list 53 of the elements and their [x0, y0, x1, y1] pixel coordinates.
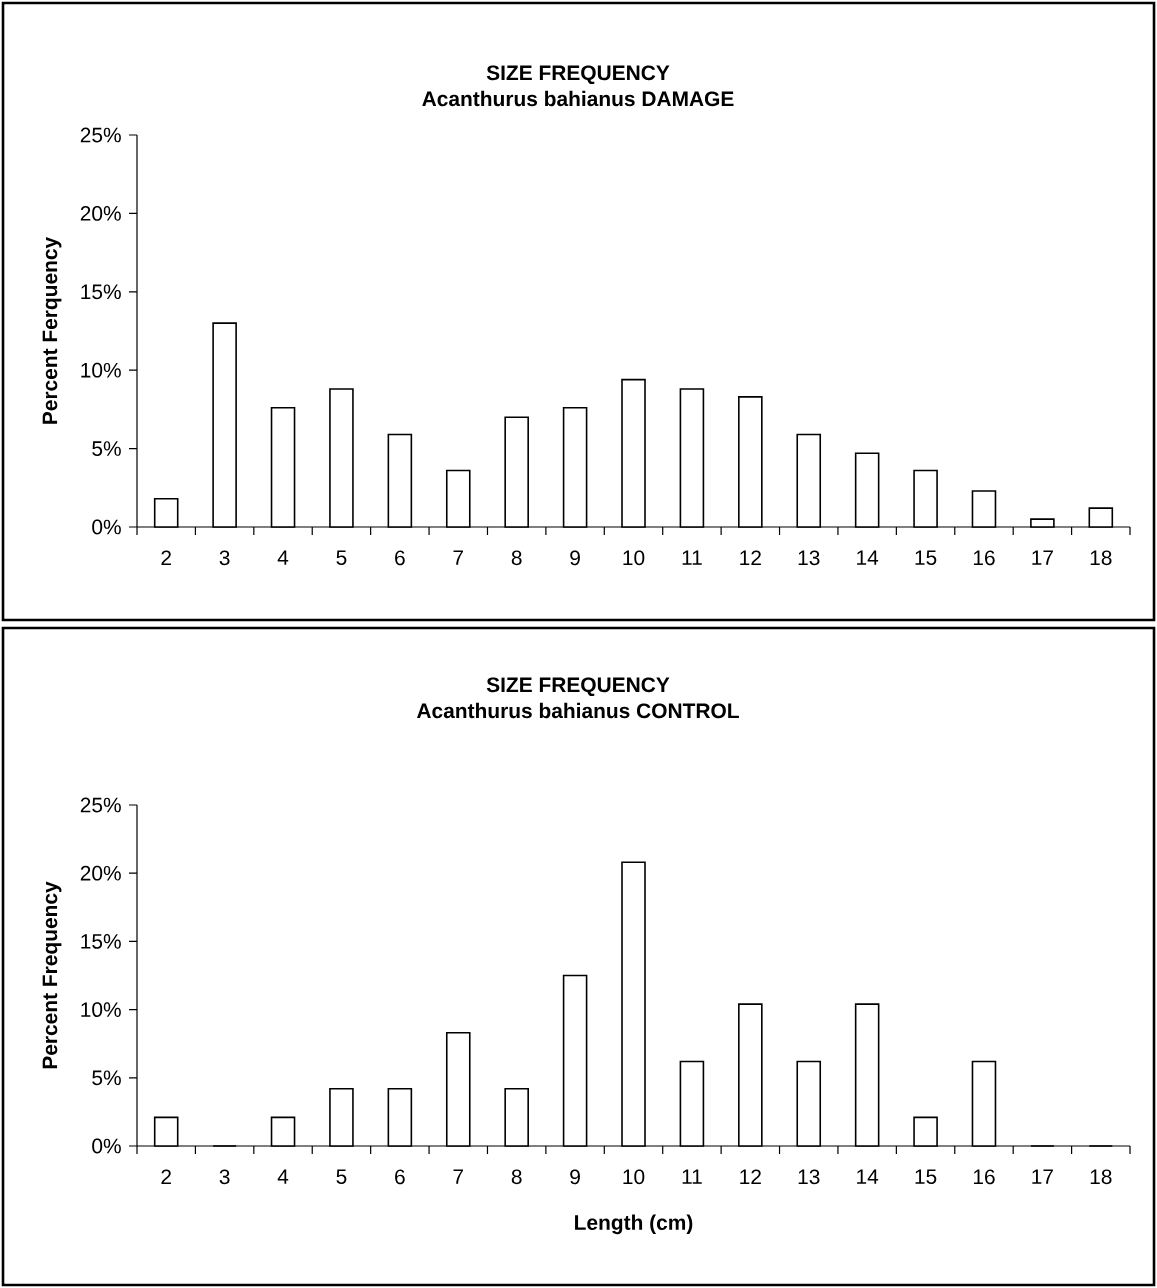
x-tick-label: 3 [219, 1169, 230, 1185]
y-tick-label: 15% [81, 934, 121, 949]
x-tick-label: 2 [161, 550, 171, 565]
y-tick-label: 20% [80, 865, 121, 881]
x-tick-label: 16 [973, 1169, 995, 1185]
y-tick-label: 10% [81, 362, 121, 378]
x-tick-label: 18 [1090, 1169, 1112, 1185]
x-tick-label: 4 [277, 1169, 289, 1184]
chart-title: SIZE FREQUENCY [486, 677, 670, 697]
y-tick-label: 20% [80, 206, 121, 221]
y-tick-label: 5% [92, 1070, 121, 1086]
x-tick-label: 9 [570, 550, 580, 566]
x-tick-label: 9 [570, 1169, 580, 1185]
x-tick-label: 4 [277, 550, 289, 565]
x-tick-label: 15 [915, 550, 937, 565]
chart-title: SIZE FREQUENCY [486, 65, 670, 85]
x-tick-label: 16 [973, 550, 995, 566]
x-tick-label: 8 [511, 550, 522, 566]
x-tick-label: 3 [219, 550, 230, 566]
x-tick-label: 2 [161, 1169, 171, 1184]
x-tick-label: 18 [1090, 550, 1112, 566]
y-tick-label: 0% [92, 519, 121, 535]
x-tick-label: 5 [336, 550, 347, 565]
y-tick-label: 25% [80, 127, 121, 143]
x-tick-label: 12 [740, 550, 761, 565]
y-tick-label: 5% [92, 441, 121, 456]
x-tick-label: 10 [623, 1169, 645, 1185]
x-axis-title: Length (cm) [575, 1214, 693, 1235]
y-axis-title: Percent Ferquency [42, 236, 62, 424]
x-tick-label: 15 [915, 1169, 937, 1184]
y-tick-label: 15% [81, 284, 121, 300]
x-tick-label: 11 [682, 550, 702, 565]
y-tick-label: 25% [80, 797, 121, 813]
y-axis-title: Percent Frequency [42, 881, 62, 1069]
x-tick-label: 7 [453, 550, 464, 565]
y-tick-label: 10% [81, 1002, 121, 1018]
x-tick-label: 12 [740, 1169, 761, 1184]
x-tick-label: 6 [395, 550, 405, 566]
x-tick-label: 8 [511, 1169, 522, 1185]
y-tick-label: 0% [92, 1138, 121, 1154]
x-tick-label: 11 [682, 1169, 702, 1184]
x-tick-label: 5 [336, 1169, 347, 1184]
x-tick-label: 17 [1032, 1169, 1053, 1184]
x-tick-label: 10 [623, 550, 645, 566]
x-tick-label: 13 [798, 1169, 820, 1185]
x-tick-label: 6 [395, 1169, 405, 1185]
chart-subtitle: Acanthurus bahianus DAMAGE [422, 90, 734, 107]
x-tick-label: 17 [1032, 550, 1053, 565]
chart-subtitle: Acanthurus bahianus CONTROL [416, 702, 739, 719]
x-tick-label: 14 [857, 1169, 879, 1184]
x-tick-label: 7 [453, 1169, 464, 1184]
x-tick-label: 14 [857, 550, 879, 565]
x-tick-label: 13 [798, 550, 820, 566]
